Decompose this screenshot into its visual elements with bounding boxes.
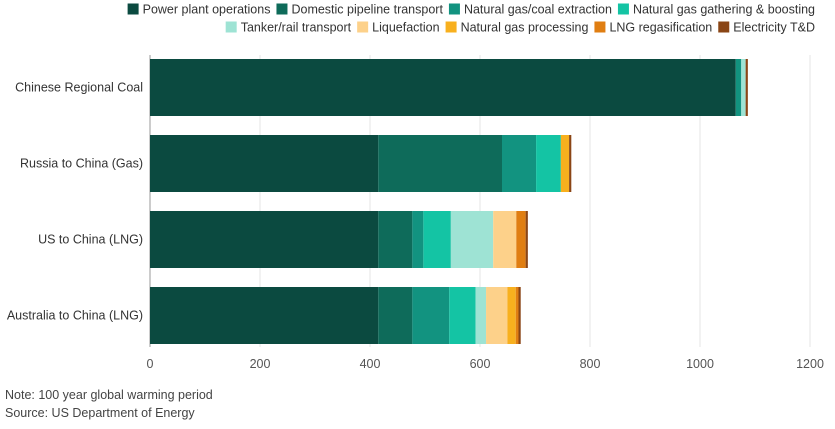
bar-segment [516,211,526,268]
x-tick-labels: 0 200 400 600 800 1000 1200 [147,357,824,371]
x-tick-label: 200 [250,357,271,371]
bars [150,59,748,344]
legend-swatch [445,21,457,33]
category-label: Australia to China (LNG) [7,309,143,323]
category-label: US to China (LNG) [38,233,143,247]
category-label: Russia to China (Gas) [20,157,143,171]
legend-label: Natural gas processing [461,21,589,35]
category-label: Chinese Regional Coal [15,81,143,95]
x-tick-label: 0 [147,357,154,371]
bar-segment [507,287,516,344]
legend-label: Power plant operations [143,3,271,17]
bar-segment [536,135,561,192]
bar-segment [412,211,424,268]
bar-segment [378,135,502,192]
legend-label: Tanker/rail transport [241,21,352,35]
bar-segment [525,211,528,268]
bar-segment [449,287,476,344]
legend-label: Natural gas gathering & boosting [633,3,815,17]
bar-segment [378,211,413,268]
legend-label: LNG regasification [609,21,712,35]
legend-label: Electricity T&D [733,21,815,35]
bar-segment [150,135,379,192]
bar-segment [515,287,519,344]
bar-segment [741,59,746,116]
x-tick-label: 600 [470,357,491,371]
legend-swatch [276,3,288,15]
x-tick-label: 1200 [796,357,824,371]
chart-note: Note: 100 year global warming period [5,388,213,402]
bar-segment [378,287,413,344]
bar-segment [745,59,748,116]
bar-segment [450,211,494,268]
bar-segment [150,211,379,268]
bar-segment [502,135,537,192]
legend: Power plant operations Domestic pipeline … [127,3,815,35]
legend-swatch [357,21,369,33]
x-tick-label: 1000 [686,357,714,371]
legend-swatch [617,3,629,15]
bar-segment [150,59,736,116]
bar-segment [518,287,521,344]
legend-label: Liquefaction [372,21,439,35]
legend-swatch [718,21,730,33]
legend-label: Domestic pipeline transport [291,3,443,17]
legend-swatch [127,3,139,15]
legend-swatch [225,21,237,33]
legend-swatch [594,21,606,33]
x-tick-label: 800 [580,357,601,371]
bar-segment [560,135,570,192]
chart-source: Source: US Department of Energy [5,406,195,420]
legend-swatch [448,3,460,15]
bar-segment [493,211,517,268]
bar-segment [475,287,487,344]
category-labels: Chinese Regional Coal Russia to China (Ga… [7,81,143,323]
bar-segment [486,287,508,344]
bar-segment [735,59,742,116]
bar-segment [412,287,450,344]
x-tick-label: 400 [360,357,381,371]
bar-segment [423,211,451,268]
legend-label: Natural gas/coal extraction [464,3,612,17]
bar-segment [150,287,379,344]
bar-segment [569,135,572,192]
